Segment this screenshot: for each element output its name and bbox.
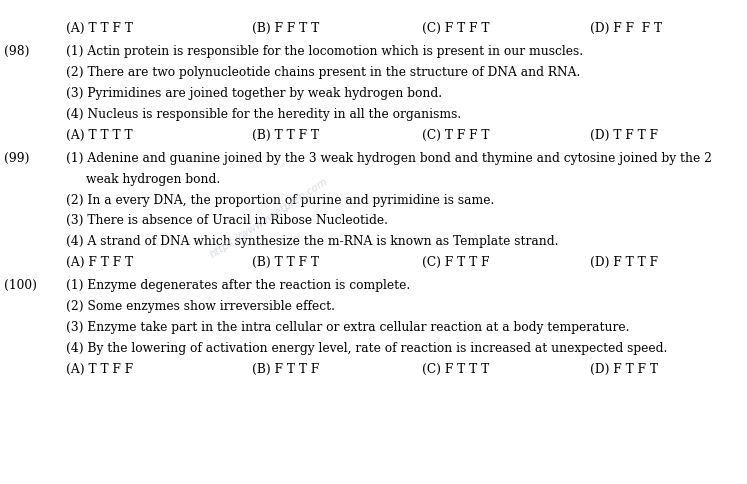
Text: (C) F T T T: (C) F T T T (422, 362, 489, 375)
Text: (4) By the lowering of activation energy level, rate of reaction is increased at: (4) By the lowering of activation energy… (66, 341, 667, 354)
Text: (4) Nucleus is responsible for the heredity in all the organisms.: (4) Nucleus is responsible for the hered… (66, 107, 461, 121)
Text: (1) Adenine and guanine joined by the 3 weak hydrogen bond and thymine and cytos: (1) Adenine and guanine joined by the 3 … (66, 151, 712, 165)
Text: (99): (99) (4, 151, 29, 165)
Text: (C) F T T F: (C) F T T F (422, 256, 489, 269)
Text: (C) F T F T: (C) F T F T (422, 22, 489, 35)
Text: https://www.neetprep.com: https://www.neetprep.com (208, 176, 329, 259)
Text: (D) F T T F: (D) F T T F (590, 256, 658, 269)
Text: (D) F F  F T: (D) F F F T (590, 22, 663, 35)
Text: (3) Enzyme take part in the intra cellular or extra cellular reaction at a body : (3) Enzyme take part in the intra cellul… (66, 320, 629, 333)
Text: (B) T T F T: (B) T T F T (252, 256, 320, 269)
Text: (A) F T F T: (A) F T F T (66, 256, 133, 269)
Text: (D) T F T F: (D) T F T F (590, 128, 658, 141)
Text: (A) T T F T: (A) T T F T (66, 22, 133, 35)
Text: (A) T T T T: (A) T T T T (66, 128, 132, 141)
Text: (4) A strand of DNA which synthesize the m-RNA is known as Template strand.: (4) A strand of DNA which synthesize the… (66, 235, 558, 248)
Text: (3) Pyrimidines are joined together by weak hydrogen bond.: (3) Pyrimidines are joined together by w… (66, 87, 442, 100)
Text: (A) T T F F: (A) T T F F (66, 362, 133, 375)
Text: (B) T T F T: (B) T T F T (252, 128, 320, 141)
Text: (D) F T F T: (D) F T F T (590, 362, 658, 375)
Text: weak hydrogen bond.: weak hydrogen bond. (86, 172, 220, 185)
Text: (100): (100) (4, 279, 37, 292)
Text: (3) There is absence of Uracil in Ribose Nucleotide.: (3) There is absence of Uracil in Ribose… (66, 214, 388, 227)
Text: (2) In a every DNA, the proportion of purine and pyrimidine is same.: (2) In a every DNA, the proportion of pu… (66, 193, 494, 206)
Text: (C) T F F T: (C) T F F T (422, 128, 489, 141)
Text: (98): (98) (4, 45, 29, 58)
Text: (2) There are two polynucleotide chains present in the structure of DNA and RNA.: (2) There are two polynucleotide chains … (66, 66, 580, 79)
Text: (1) Actin protein is responsible for the locomotion which is present in our musc: (1) Actin protein is responsible for the… (66, 45, 583, 58)
Text: (B) F T T F: (B) F T T F (252, 362, 320, 375)
Text: (1) Enzyme degenerates after the reaction is complete.: (1) Enzyme degenerates after the reactio… (66, 279, 410, 292)
Text: (2) Some enzymes show irreversible effect.: (2) Some enzymes show irreversible effec… (66, 300, 335, 313)
Text: (B) F F T T: (B) F F T T (252, 22, 320, 35)
